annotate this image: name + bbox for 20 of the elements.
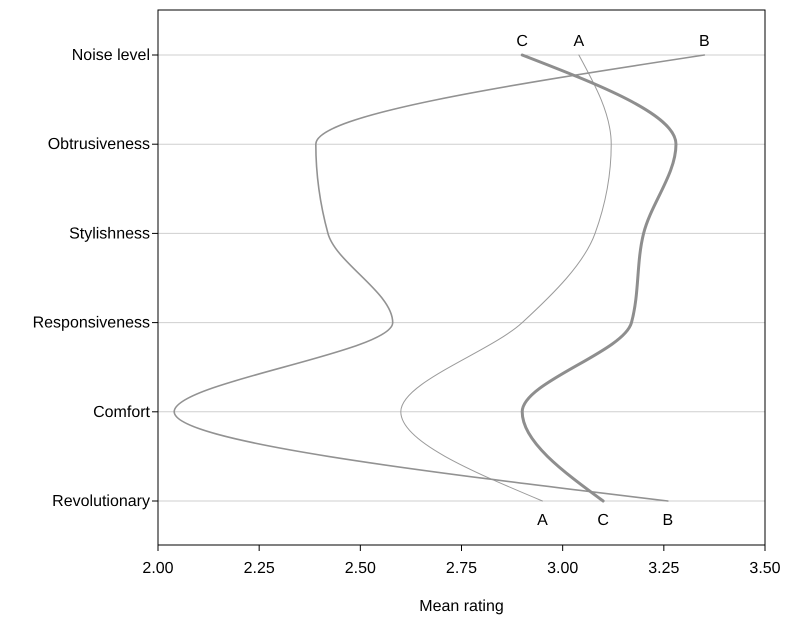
series-label: C [516,33,528,50]
text: C [597,512,609,529]
y-tick-label: Comfort [93,404,151,421]
y-tick-label: Noise level [72,47,150,64]
x-tick-label: 3.00 [547,560,578,577]
x-tick-label: 2.50 [344,560,376,577]
series-label: A [574,33,585,50]
text: B [662,512,674,529]
x-tick-label: 3.25 [648,560,680,577]
y-tick-label: Revolutionary [52,493,150,510]
text: A [537,512,548,529]
series-label: B [698,33,710,50]
x-tick-label: 2.25 [244,560,275,577]
y-tick-label: Obtrusiveness [48,136,150,154]
y-tick-label: Responsiveness [32,314,150,332]
x-axis-title: Mean rating [419,598,504,615]
x-tick-label: 2.00 [142,560,174,577]
x-tick-label: 3.50 [749,560,781,577]
x-tick-label: 2.75 [446,560,478,577]
y-tick-label: Stylishness [69,225,150,242]
